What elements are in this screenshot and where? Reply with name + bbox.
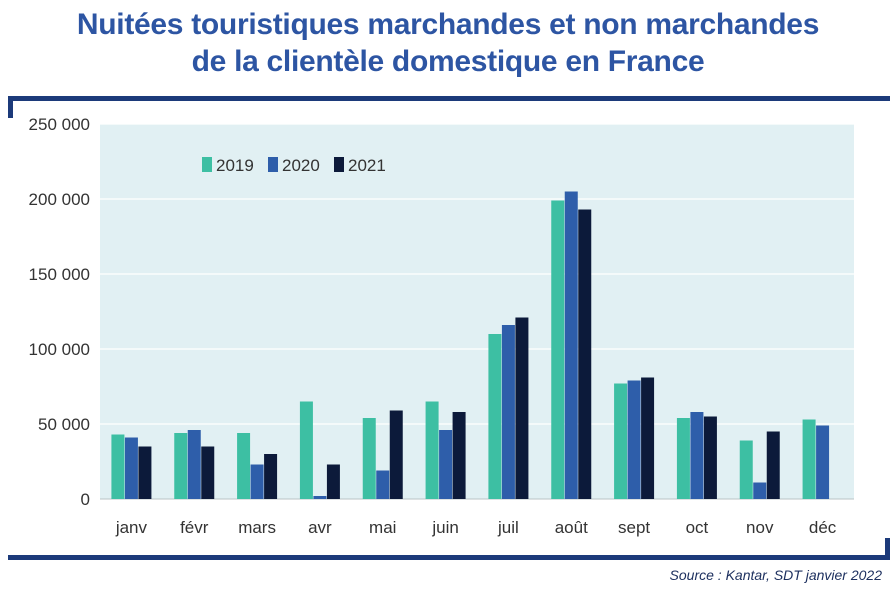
x-tick-label: juil — [497, 518, 519, 537]
y-tick-label: 0 — [81, 490, 90, 509]
bar-2020-sept — [627, 380, 641, 499]
frame-top-tick — [8, 96, 13, 118]
x-tick-label: oct — [686, 518, 709, 537]
legend-swatch-2021 — [334, 157, 344, 172]
legend-swatch-2019 — [202, 157, 212, 172]
x-tick-label: août — [555, 518, 588, 537]
bar-2021-févr — [201, 446, 215, 499]
bar-2019-juin — [425, 401, 439, 499]
bar-2020-mars — [250, 464, 264, 499]
bar-2020-nov — [753, 482, 767, 499]
bar-2021-sept — [641, 377, 655, 499]
x-tick-label: févr — [180, 518, 209, 537]
bar-2019-janv — [111, 434, 125, 499]
bar-2019-juil — [488, 334, 502, 499]
bar-2020-juil — [501, 325, 515, 499]
bar-2020-avr — [313, 496, 327, 499]
y-tick-label: 200 000 — [29, 190, 90, 209]
frame-bottom-rule — [8, 555, 890, 560]
bar-2021-mars — [264, 454, 278, 499]
bar-2019-août — [551, 200, 565, 499]
bar-2020-juin — [439, 430, 453, 499]
y-tick-label: 250 000 — [29, 115, 90, 134]
bar-2021-avr — [326, 464, 340, 499]
legend-label-2020: 2020 — [282, 156, 320, 175]
bar-2019-mars — [237, 433, 251, 499]
x-tick-label: sept — [618, 518, 650, 537]
bar-2021-nov — [766, 431, 780, 499]
x-tick-label: janv — [115, 518, 148, 537]
y-tick-label: 50 000 — [38, 415, 90, 434]
plot-area — [100, 124, 854, 499]
x-tick-label: avr — [308, 518, 332, 537]
bar-2020-févr — [187, 430, 201, 499]
legend-label-2019: 2019 — [216, 156, 254, 175]
bar-2019-févr — [174, 433, 188, 499]
frame-top-rule — [8, 96, 890, 101]
bar-2020-août — [564, 191, 578, 499]
bar-2019-sept — [614, 383, 628, 499]
bar-2019-oct — [676, 418, 690, 499]
chart-title-line-2: de la clientèle domestique en France — [191, 45, 705, 78]
bar-2019-mai — [362, 418, 376, 499]
legend-swatch-2020 — [268, 157, 278, 172]
bar-2021-juil — [515, 317, 529, 499]
chart-title-line-1: Nuitées touristiques marchandes et non m… — [76, 8, 820, 41]
bar-2019-déc — [802, 419, 816, 499]
y-tick-label: 100 000 — [29, 340, 90, 359]
x-tick-label: nov — [746, 518, 774, 537]
bar-2020-mai — [376, 470, 390, 499]
bar-2020-déc — [816, 425, 830, 499]
bar-2021-mai — [389, 410, 403, 499]
y-tick-label: 150 000 — [29, 265, 90, 284]
source-note: Source : Kantar, SDT janvier 2022 — [669, 567, 882, 583]
bar-2021-juin — [452, 412, 466, 499]
bar-2019-nov — [739, 440, 753, 499]
bar-2020-oct — [690, 412, 704, 499]
bar-2021-janv — [138, 446, 152, 499]
legend-label-2021: 2021 — [348, 156, 386, 175]
bar-2021-oct — [703, 416, 717, 499]
x-tick-label: déc — [809, 518, 837, 537]
bar-2021-août — [578, 209, 592, 499]
bar-2019-avr — [299, 401, 313, 499]
x-tick-label: mai — [369, 518, 396, 537]
frame-bottom-tick — [885, 538, 890, 560]
chart-title: Nuitées touristiques marchandes et non m… — [0, 6, 896, 80]
x-tick-label: juin — [431, 518, 458, 537]
x-tick-label: mars — [238, 518, 276, 537]
bar-2020-janv — [124, 437, 138, 499]
